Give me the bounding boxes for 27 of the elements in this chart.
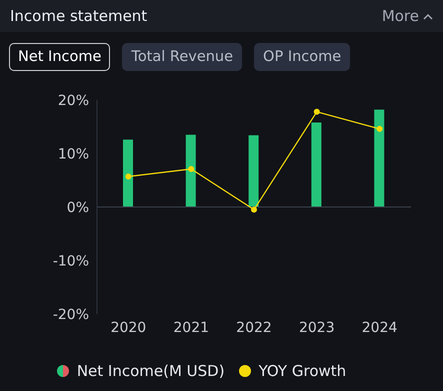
y-tick-label: -10%	[52, 253, 89, 270]
legend-label: Net Income(M USD)	[76, 362, 225, 380]
point	[376, 126, 383, 132]
x-tick-label: 2021	[173, 320, 210, 336]
point	[251, 206, 257, 213]
y-tick-label: 20%	[58, 92, 89, 109]
point	[188, 166, 194, 172]
bar	[248, 135, 259, 207]
point	[314, 108, 320, 115]
x-tick-label: 2023	[298, 320, 335, 336]
x-tick-label: 2024	[362, 320, 398, 336]
x-tick-label: 2022	[236, 320, 272, 336]
chart-title: Income statement	[10, 7, 148, 25]
text: OP Income	[254, 43, 350, 71]
point	[125, 174, 132, 180]
bar	[186, 134, 196, 207]
y-tick-label: 10%	[58, 146, 89, 162]
x-tick-label: 2020	[110, 320, 146, 336]
bar	[374, 110, 384, 207]
y-tick-label: 0%	[66, 200, 89, 216]
text: Total Revenue	[122, 43, 242, 71]
text: More	[382, 7, 420, 25]
text: Net Income	[9, 43, 110, 71]
bar	[123, 140, 133, 207]
y-tick-label: -20%	[52, 306, 89, 323]
legend-label: YOY Growth	[258, 362, 346, 380]
bar	[311, 122, 322, 207]
